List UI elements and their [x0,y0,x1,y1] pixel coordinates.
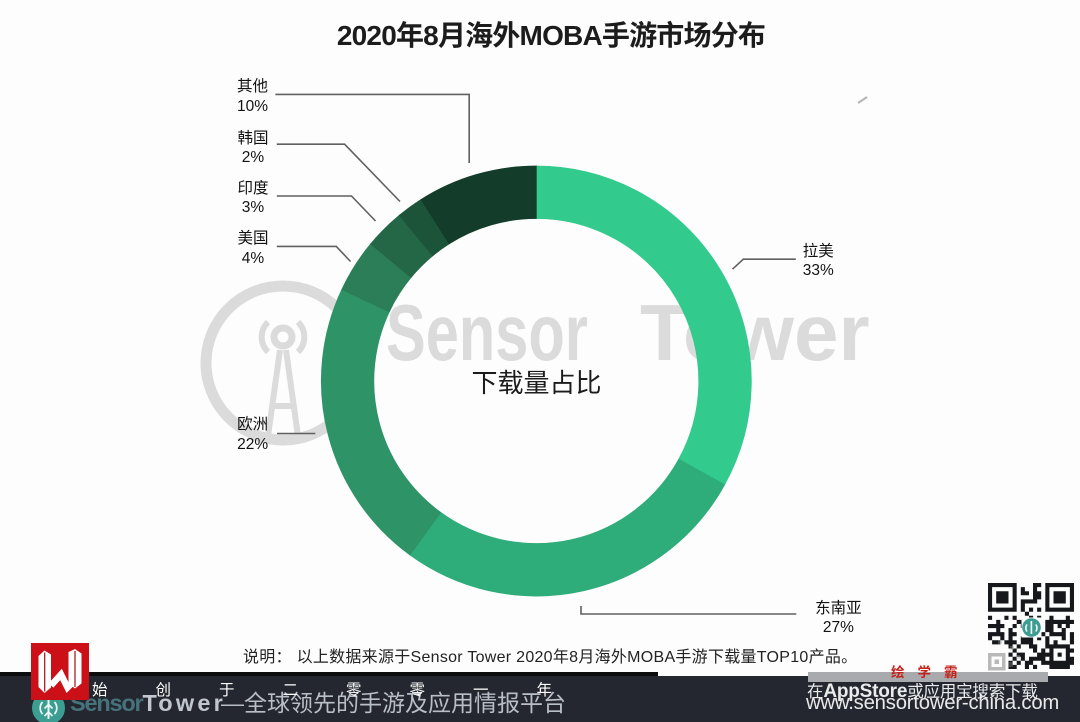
svg-text:Sensor: Sensor [386,288,588,377]
svg-text:Tower: Tower [640,288,870,377]
